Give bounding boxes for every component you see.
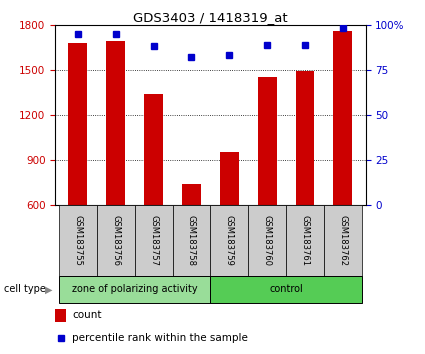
Text: cell type: cell type [4,284,46,295]
Text: GSM183756: GSM183756 [111,215,120,266]
Bar [97,205,135,276]
Bar [333,31,352,205]
Bar [135,205,173,276]
Text: GSM183757: GSM183757 [149,215,158,266]
Bar [144,94,163,205]
Text: GSM183755: GSM183755 [74,215,82,266]
Bar [295,72,314,205]
Bar [68,43,88,205]
Bar [106,41,125,205]
Bar [210,205,248,276]
Bar [59,276,210,303]
Bar [220,152,239,205]
Text: percentile rank within the sample: percentile rank within the sample [72,333,248,343]
Text: GSM183761: GSM183761 [300,215,309,266]
Bar [324,205,362,276]
Text: GSM183762: GSM183762 [338,215,347,266]
Text: control: control [269,284,303,295]
Bar [248,205,286,276]
Bar [182,184,201,205]
Text: GSM183758: GSM183758 [187,215,196,266]
Text: GSM183759: GSM183759 [225,215,234,266]
Bar [59,205,97,276]
Title: GDS3403 / 1418319_at: GDS3403 / 1418319_at [133,11,288,24]
Text: zone of polarizing activity: zone of polarizing activity [72,284,198,295]
Text: count: count [72,310,102,320]
Bar [210,276,362,303]
Text: GSM183760: GSM183760 [263,215,272,266]
Bar [55,309,66,322]
Bar [286,205,324,276]
Bar [258,78,277,205]
Bar [173,205,210,276]
Text: ▶: ▶ [45,284,53,295]
